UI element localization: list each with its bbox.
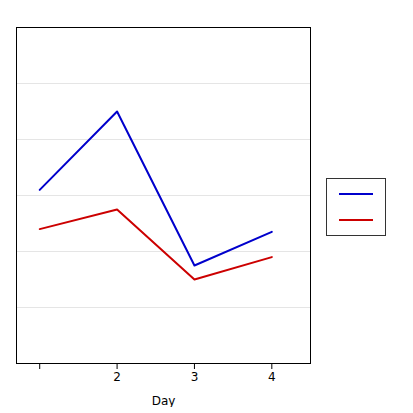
svg-text:4: 4 bbox=[268, 370, 276, 384]
svg-text:Day: Day bbox=[152, 393, 176, 407]
svg-text:2: 2 bbox=[113, 370, 121, 384]
svg-text:3: 3 bbox=[191, 370, 199, 384]
